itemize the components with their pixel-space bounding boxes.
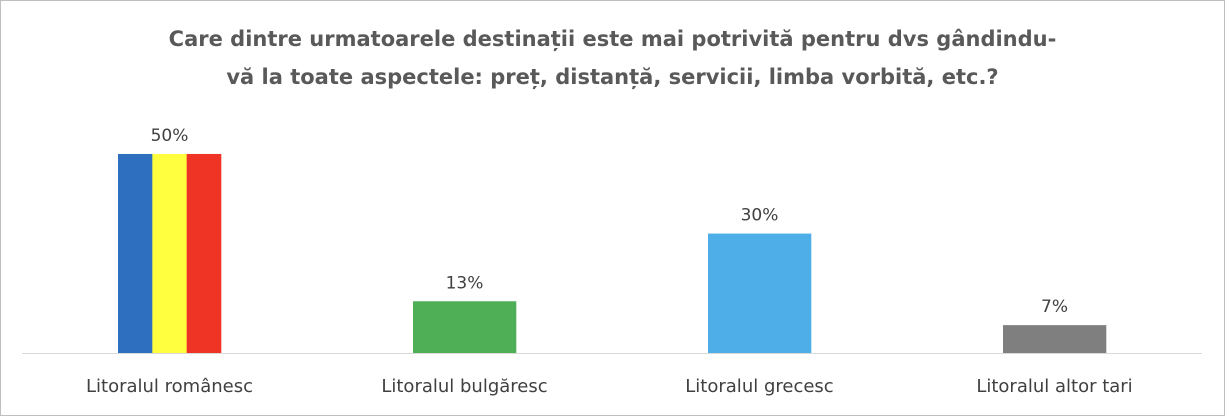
category-label-4: Litoralul altor tari	[976, 376, 1132, 397]
category-label-3: Litoralul grecesc	[685, 376, 833, 397]
data-label-3: 30%	[741, 206, 779, 226]
data-label-1: 50%	[151, 126, 189, 146]
category-label-2: Litoralul bulgăresc	[381, 376, 547, 397]
bar-1-stripe-1	[118, 153, 153, 353]
bar-1-stripe-3	[186, 153, 222, 353]
bar-1-stripe-2	[152, 153, 187, 353]
bar-3	[708, 233, 812, 353]
chart-title-line-2: vă la toate aspectele: preț, distanță, s…	[226, 65, 999, 89]
chart-title-line-1: Care dintre urmatoarele destinații este …	[168, 27, 1057, 51]
data-label-2: 13%	[446, 273, 484, 293]
bar-4	[1003, 325, 1107, 353]
data-label-4: 7%	[1041, 297, 1068, 317]
chart-title: Care dintre urmatoarele destinații este …	[0, 20, 1225, 96]
category-label-1: Litoralul românesc	[86, 376, 253, 397]
bar-2	[413, 301, 517, 353]
